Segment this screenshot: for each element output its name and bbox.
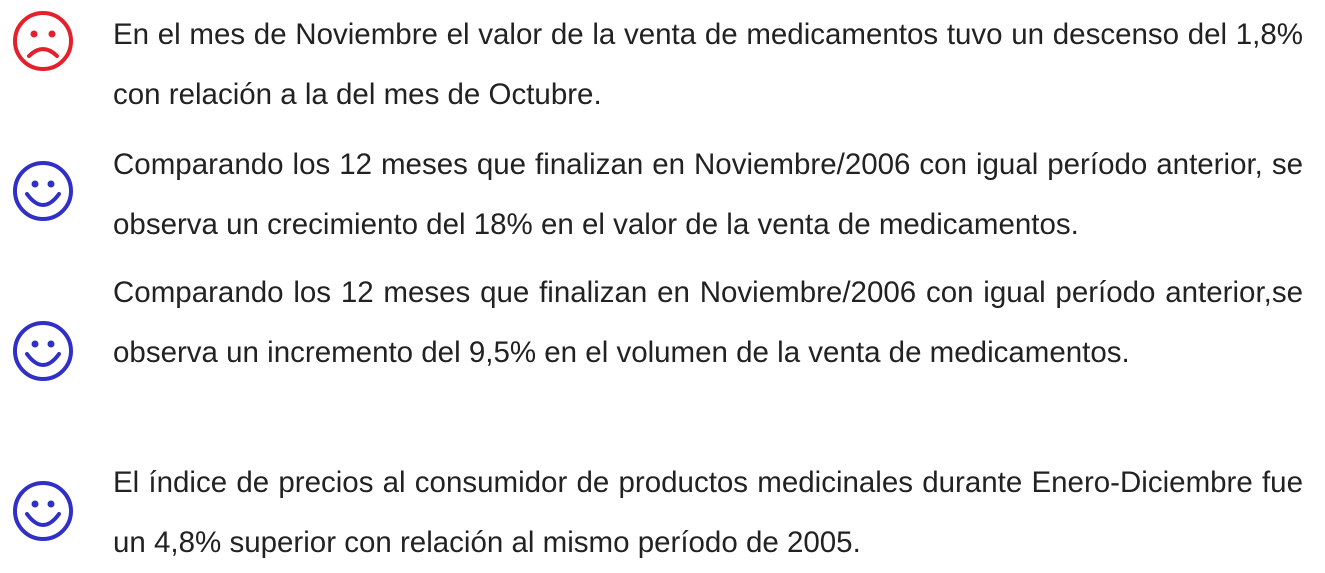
- statement: Comparando los 12 meses que finalizan en…: [113, 276, 1303, 369]
- happy-face-icon: [13, 161, 73, 221]
- happy-face-icon: [13, 481, 73, 541]
- sad-face-icon: [13, 11, 73, 71]
- page: En el mes de Noviembre el valor de la ve…: [13, 11, 1303, 559]
- statement: En el mes de Noviembre el valor de la ve…: [113, 18, 1303, 111]
- happy-face-icon: [13, 321, 73, 381]
- statement: Comparando los 12 meses que finalizan en…: [113, 148, 1303, 241]
- statement: El índice de precios al consumidor de pr…: [113, 466, 1303, 559]
